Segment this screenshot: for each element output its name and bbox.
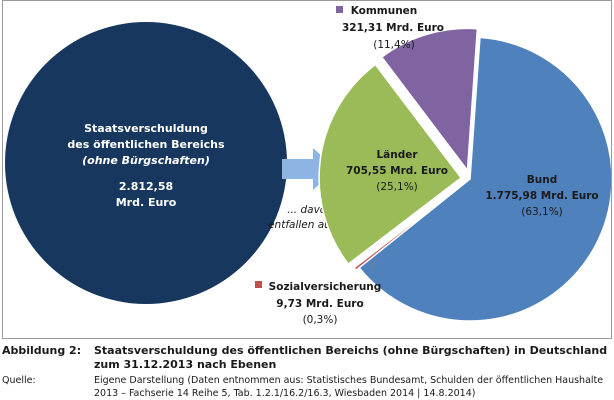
pie-chart: Staatsverschuldung des öffentlichen Bere… [5,5,611,326]
total-debt-circle [5,22,287,304]
bund-amount: 1.775,98 Mrd. Euro [485,190,598,202]
source-line2: 2013 – Fachserie 14 Reihe 5, Tab. 1.2.1/… [94,388,476,399]
bund-name: Bund [527,174,557,186]
caption-title-line2: zum 31.12.2013 nach Ebenen [94,358,277,371]
kommunen-legend-marker [336,6,343,13]
bund-percent: (63,1%) [521,206,563,218]
source-line1: Eigene Darstellung (Daten entnommen aus:… [94,375,604,386]
sozialversicherung-leader-line [370,257,378,270]
source-label: Quelle: [2,375,36,386]
kommunen-name: Kommunen [351,5,418,17]
pie-slice-sozialversicherung [353,180,468,272]
sozialversicherung-amount: 9,73 Mrd. Euro [276,298,363,310]
sozialversicherung-percent: (0,3%) [303,314,338,326]
kommunen-percent: (11,4%) [373,39,415,51]
chart-figure: Staatsverschuldung des öffentlichen Bere… [2,0,612,339]
total-value: 2.812,58 [119,180,173,193]
laender-amount: 705,55 Mrd. Euro [346,165,448,177]
pie-slice-laender [318,63,463,266]
caption-title-line1: Staatsverschuldung des öffentlichen Bere… [94,344,608,357]
pie-slice-bund [358,36,611,322]
total-line2: des öffentlichen Bereichs [67,138,225,151]
pie-slices [318,27,611,322]
total-line3: (ohne Bürgschaften) [82,154,210,167]
sozialversicherung-legend-marker [255,281,262,288]
total-line1: Staatsverschuldung [84,122,208,135]
laender-name: Länder [376,149,418,161]
laender-percent: (25,1%) [376,181,418,193]
sozialversicherung-name: Sozialversicherung [269,281,382,293]
total-unit: Mrd. Euro [116,196,177,209]
caption-label: Abbildung 2: [2,344,82,357]
pie-slice-kommunen [380,27,479,173]
kommunen-amount: 321,31 Mrd. Euro [342,22,444,34]
